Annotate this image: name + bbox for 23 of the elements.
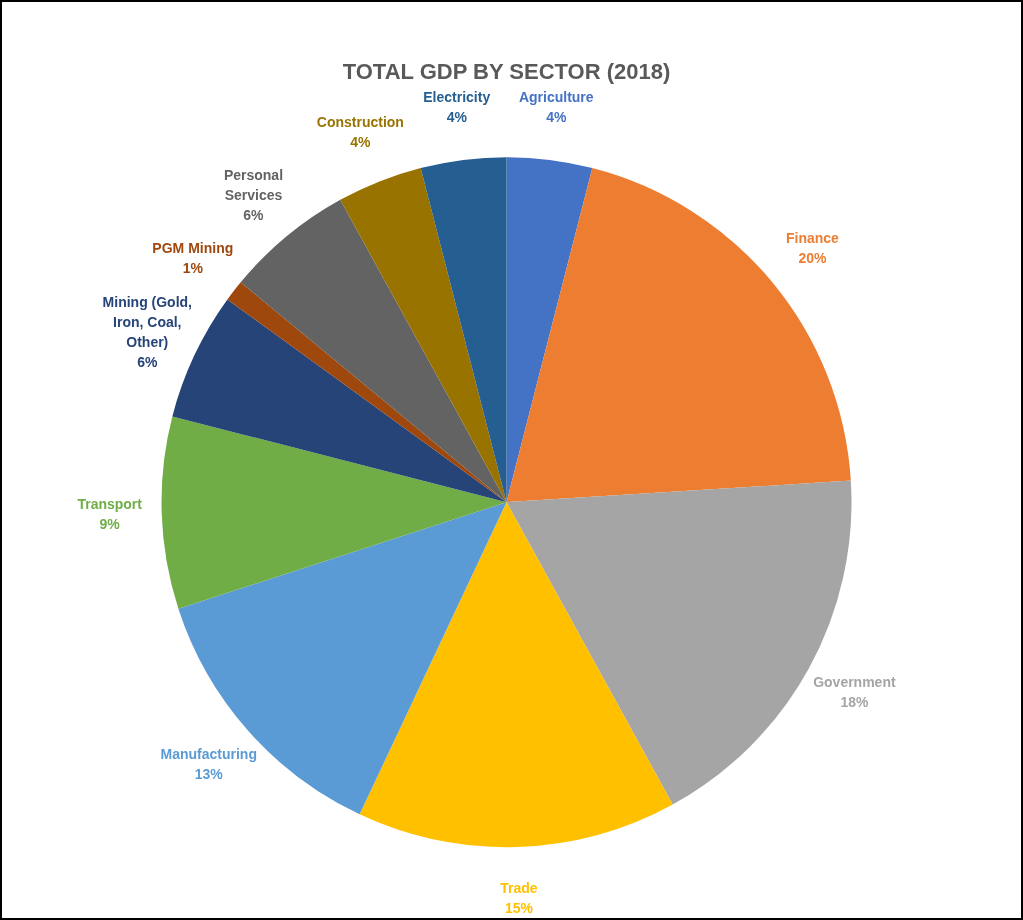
slice-label: Transport: [77, 495, 143, 512]
chart-title: TOTAL GDP BY SECTOR (2018): [342, 59, 671, 85]
slice-label: Electricity: [423, 89, 491, 106]
slice-label: Government: [813, 674, 896, 691]
data-label: 18%: [840, 694, 869, 711]
data-label: 6%: [137, 354, 158, 371]
data-label: 13%: [194, 765, 224, 782]
slice-label: Finance: [785, 230, 840, 246]
data-label: 4%: [350, 133, 372, 150]
slice-label: Agriculture: [518, 89, 594, 106]
slice-label: Construction: [316, 113, 404, 130]
slice-label: PGM Mining: [152, 239, 234, 256]
data-label: 6%: [243, 207, 265, 224]
data-label: 4%: [446, 109, 468, 126]
slice-label: Personal Services: [223, 167, 284, 204]
data-label: 9%: [99, 515, 121, 532]
data-label: 1%: [182, 259, 204, 276]
slice-label: Mining (Gold, Iron, Coal, Other): [102, 294, 192, 351]
data-label: 20%: [798, 250, 827, 266]
slice-label: Trade: [500, 879, 538, 896]
data-label: 4%: [546, 109, 567, 126]
data-label: 15%: [504, 899, 534, 916]
slice-label: Manufacturing: [160, 745, 257, 762]
